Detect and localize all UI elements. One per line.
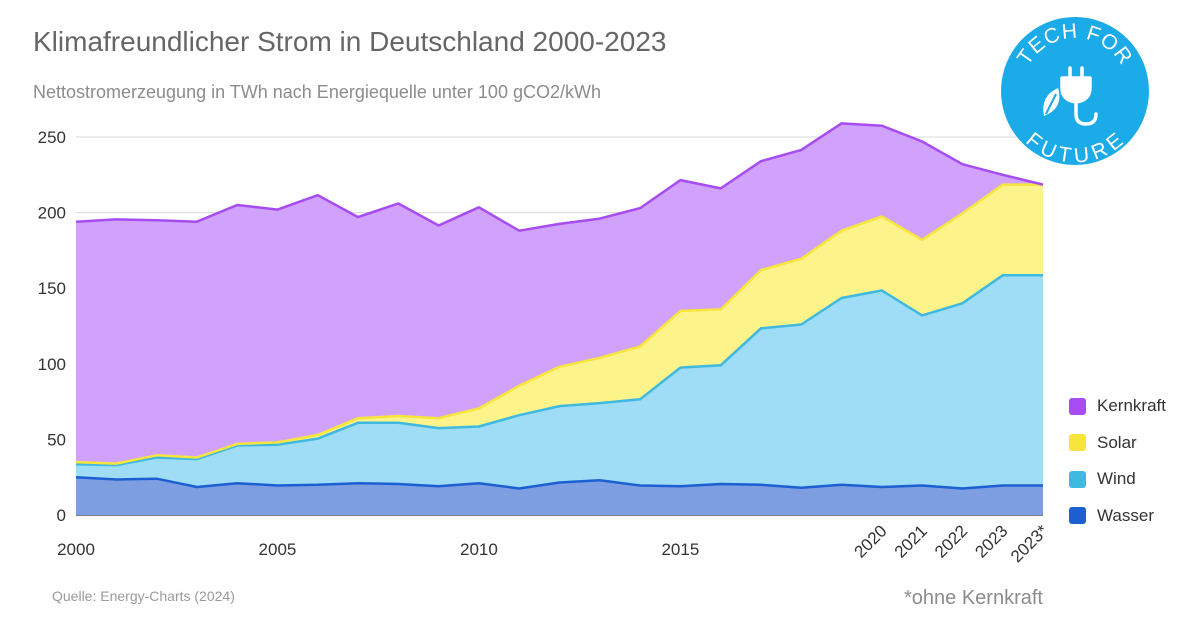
x-tick-label: 2010 xyxy=(460,540,498,559)
x-tick-label: 2023* xyxy=(1007,521,1052,566)
legend-swatch xyxy=(1069,470,1086,488)
legend-item-kernkraft: Kernkraft xyxy=(1069,394,1166,418)
x-tick-label: 2005 xyxy=(259,540,297,559)
legend-swatch xyxy=(1069,397,1086,415)
area-wasser xyxy=(76,477,1043,515)
y-tick-label: 150 xyxy=(38,279,66,298)
series-lines xyxy=(75,122,1044,490)
legend-item-solar: Solar xyxy=(1069,431,1166,455)
line-wind xyxy=(75,274,1043,467)
legend-item-wasser: Wasser xyxy=(1069,504,1166,528)
footnote: *ohne Kernkraft xyxy=(904,587,1043,609)
legend-label: Wasser xyxy=(1097,505,1154,525)
tech-for-future-logo: TECH FOR FUTURE xyxy=(1001,17,1149,166)
plug-icon xyxy=(1060,66,1098,126)
y-tick-label: 100 xyxy=(38,355,66,374)
chart-title: Klimafreundlicher Strom in Deutschland 2… xyxy=(33,26,667,57)
area-wind xyxy=(76,275,1043,489)
legend-label: Kernkraft xyxy=(1097,396,1166,415)
line-wasser xyxy=(75,475,1043,490)
legend-label: Solar xyxy=(1097,432,1137,452)
x-tick-label: 2015 xyxy=(661,540,699,559)
legend-label: Wind xyxy=(1097,469,1136,488)
legend-item-wind: Wind xyxy=(1069,467,1166,491)
x-tick-label: 2022 xyxy=(931,521,971,561)
y-tick-label: 200 xyxy=(38,204,66,223)
area-kernkraft xyxy=(76,123,1043,464)
chart-legend: Kernkraft Solar Wind Wasser xyxy=(1069,394,1166,540)
stacked-areas xyxy=(76,123,1043,515)
y-tick-label: 50 xyxy=(47,430,66,449)
x-tick-label: 2023 xyxy=(971,521,1011,561)
legend-swatch xyxy=(1069,434,1086,451)
y-axis-tick-labels: 0 50 100 150 200 250 xyxy=(38,128,66,525)
leaf-icon xyxy=(1043,88,1060,116)
line-kernkraft xyxy=(75,122,1044,232)
chart-subtitle: Nettostromerzeugung in TWh nach Energieq… xyxy=(33,82,601,102)
x-tick-label: 2000 xyxy=(57,540,95,559)
y-tick-label: 250 xyxy=(38,128,66,147)
legend-swatch xyxy=(1069,507,1086,524)
line-solar xyxy=(75,183,1043,465)
source-note: Quelle: Energy-Charts (2024) xyxy=(52,588,235,604)
y-tick-label: 0 xyxy=(57,506,66,525)
x-tick-label: 2021 xyxy=(891,521,931,561)
x-tick-label: 2020 xyxy=(850,521,890,561)
